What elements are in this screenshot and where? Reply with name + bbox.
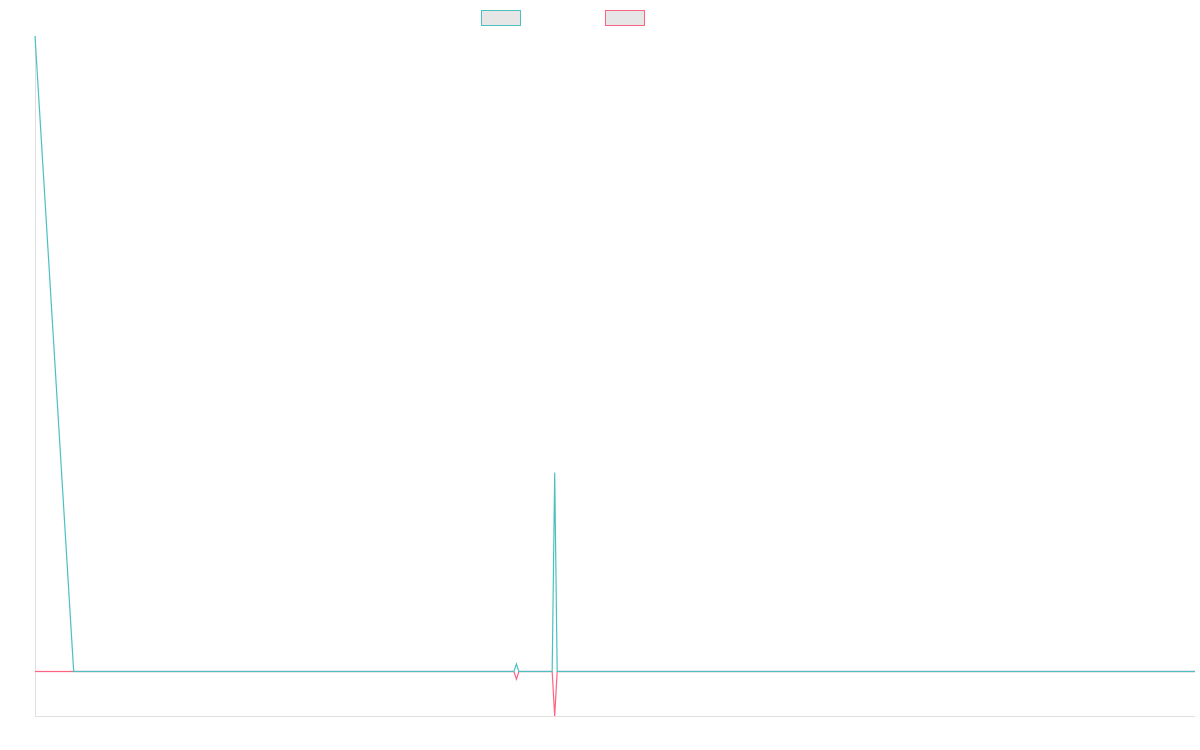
- legend-swatch[interactable]: [605, 10, 645, 26]
- series-line-0: [34, 35, 1195, 673]
- series-layer: [34, 35, 1195, 717]
- axes: [35, 36, 1195, 717]
- legend-swatch[interactable]: [481, 10, 521, 26]
- series-line-1: [35, 670, 1195, 717]
- legend[interactable]: [481, 10, 645, 26]
- legend-item-1[interactable]: [605, 10, 645, 26]
- legend-item-0[interactable]: [481, 10, 521, 26]
